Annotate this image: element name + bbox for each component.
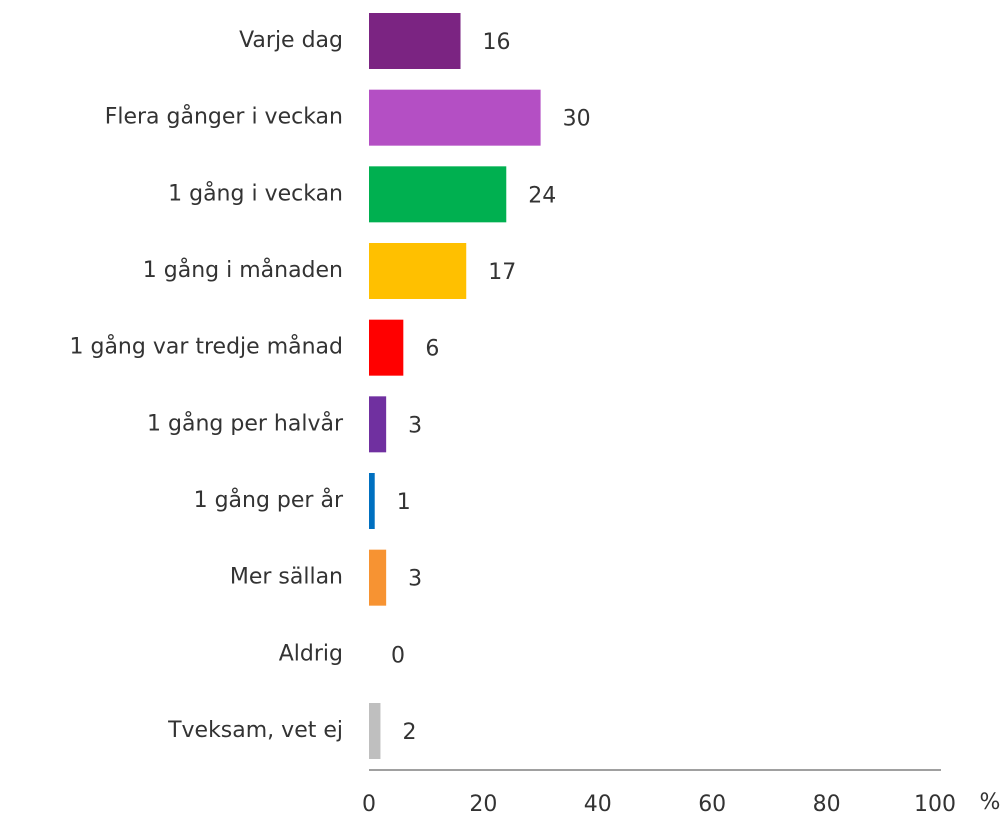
y-tick-label: Varje dag	[239, 28, 343, 53]
data-label: 6	[425, 337, 439, 362]
y-tick-label: 1 gång i månaden	[143, 257, 343, 283]
x-tick-label: 20	[469, 792, 497, 816]
x-tick-label: 40	[584, 792, 612, 816]
x-tick-label: 80	[813, 792, 841, 816]
x-axis-unit: %	[980, 790, 1001, 815]
x-tick-label: 0	[362, 792, 376, 816]
data-label: 3	[408, 567, 422, 592]
x-tick-label: 60	[698, 792, 726, 816]
bar	[369, 473, 375, 529]
y-tick-label: 1 gång per år	[194, 487, 344, 513]
data-label: 16	[483, 30, 511, 55]
y-tick-label: Tveksam, vet ej	[167, 718, 343, 743]
y-tick-label: 1 gång var tredje månad	[69, 334, 343, 360]
bar	[369, 549, 387, 606]
bar	[369, 89, 541, 146]
bar	[369, 396, 387, 453]
data-label: 2	[402, 720, 416, 745]
bar	[369, 166, 507, 223]
data-label: 30	[563, 107, 591, 132]
bar	[369, 703, 381, 759]
data-label: 0	[391, 643, 405, 668]
data-label: 24	[528, 183, 556, 208]
data-label: 1	[397, 490, 411, 515]
y-tick-label: 1 gång per halvår	[147, 410, 344, 436]
data-label: 17	[488, 260, 516, 285]
y-tick-label: 1 gång i veckan	[168, 180, 343, 206]
x-tick-label: 100	[914, 792, 956, 816]
y-tick-label: Flera gånger i veckan	[105, 104, 343, 130]
y-tick-label: Aldrig	[279, 641, 343, 666]
bar	[369, 319, 404, 376]
bar	[369, 243, 467, 299]
bar	[369, 13, 461, 69]
data-label: 3	[408, 413, 422, 438]
y-tick-label: Mer sällan	[230, 565, 343, 590]
